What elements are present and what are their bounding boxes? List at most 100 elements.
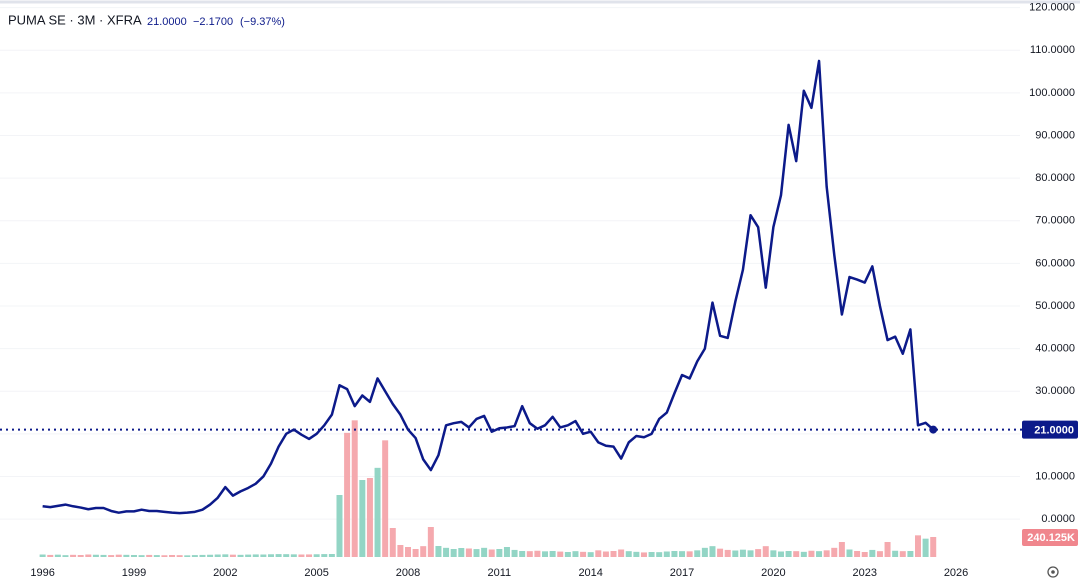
x-tick-label: 1999 — [122, 567, 146, 579]
volume-bar — [100, 554, 107, 557]
volume-bar — [709, 546, 716, 557]
volume-bar — [747, 550, 754, 557]
volume-bar — [39, 554, 46, 557]
volume-bar — [526, 551, 533, 557]
volume-bar — [511, 549, 518, 557]
volume-bar — [458, 548, 465, 557]
volume-bar — [435, 546, 442, 557]
volume-bar — [739, 549, 746, 557]
volume-bar — [496, 549, 503, 557]
volume-bar — [899, 551, 906, 557]
volume-bar — [290, 554, 297, 557]
volume-bar — [222, 554, 229, 557]
volume-bar — [252, 554, 259, 557]
volume-bar — [306, 554, 313, 557]
volume-bar — [861, 552, 868, 557]
volume-bar — [930, 536, 937, 557]
volume-bar — [397, 545, 404, 557]
volume-bar — [191, 555, 198, 557]
volume-bar — [694, 550, 701, 557]
volume-bar — [115, 554, 122, 557]
y-tick-label: 10.0000 — [1035, 470, 1075, 482]
volume-bar — [420, 546, 427, 557]
x-tick-label: 2017 — [670, 567, 694, 579]
volume-bar — [85, 554, 92, 557]
y-tick-label: 40.0000 — [1035, 343, 1075, 355]
volume-bar — [92, 554, 99, 557]
volume-bar — [572, 551, 579, 557]
volume-bar — [275, 554, 282, 557]
volume-bar — [199, 554, 206, 557]
volume-bar — [534, 550, 541, 557]
last-volume-badge — [1022, 528, 1078, 546]
volume-bar — [405, 547, 411, 557]
volume-bar — [328, 554, 335, 557]
volume-bar — [245, 554, 252, 557]
volume-bar — [207, 554, 214, 557]
volume-bar — [184, 555, 191, 557]
volume-bar — [595, 550, 602, 557]
settings-icon[interactable] — [1047, 566, 1059, 578]
header-change: −2.1700 — [193, 16, 233, 28]
volume-bar — [922, 538, 929, 557]
chart-title: PUMA SE · 3M · XFRA — [8, 12, 142, 27]
x-tick-label: 2026 — [944, 567, 968, 579]
volume-bar — [130, 555, 137, 557]
volume-bar — [549, 551, 556, 557]
volume-bar — [564, 552, 571, 557]
volume-bar — [503, 547, 510, 557]
volume-bar — [838, 542, 845, 557]
volume-bar — [656, 552, 663, 557]
volume-bar — [648, 552, 655, 557]
volume-bar — [283, 554, 290, 557]
volume-bar — [854, 551, 861, 557]
volume-bar — [344, 432, 351, 557]
last-point — [929, 425, 938, 434]
volume-bar — [47, 554, 54, 557]
volume-bar — [298, 554, 305, 557]
price-line — [42, 59, 935, 515]
volume-bar — [755, 549, 762, 557]
volume-bar — [671, 551, 678, 557]
volume-bar — [54, 554, 61, 557]
volume-bar — [793, 551, 800, 557]
volume-bar — [724, 549, 731, 557]
volume-bar — [138, 555, 145, 557]
volume-bar — [831, 547, 838, 557]
volume-bar — [214, 554, 221, 557]
volume-bar — [351, 420, 358, 557]
volume-bar — [427, 527, 434, 557]
header-last: 21.0000 — [147, 16, 187, 28]
volume-bar — [915, 535, 921, 557]
x-tick-label: 2005 — [304, 567, 328, 579]
last-volume-label: 240.125K — [1027, 532, 1075, 544]
volume-bar — [488, 549, 495, 557]
volume-bar — [717, 548, 724, 557]
x-tick-label: 2020 — [761, 567, 785, 579]
y-tick-label: 50.0000 — [1035, 300, 1075, 312]
last-price-badge — [1022, 420, 1078, 439]
x-tick-label: 2008 — [396, 567, 420, 579]
y-tick-label: 100.0000 — [1029, 87, 1075, 99]
x-tick-label: 2011 — [488, 567, 512, 579]
volume-bar — [237, 554, 244, 557]
y-tick-label: 90.0000 — [1035, 129, 1075, 141]
volume-bar — [869, 549, 876, 557]
volume-bar — [366, 478, 373, 557]
volume-bar — [70, 554, 77, 557]
y-tick-label: 80.0000 — [1035, 172, 1075, 184]
y-tick-label: 60.0000 — [1035, 257, 1075, 269]
volume-bar — [450, 549, 457, 557]
volume-bar — [123, 554, 130, 557]
volume-bar — [625, 551, 632, 557]
volume-bar — [519, 551, 526, 557]
volume-bar — [169, 555, 176, 557]
volume-bar — [443, 547, 450, 557]
y-tick-label: 110.0000 — [1030, 44, 1075, 56]
volume-bar — [907, 551, 914, 557]
volume-bar — [557, 551, 564, 557]
volume-bar — [481, 547, 488, 557]
volume-bar — [580, 551, 587, 557]
volume-bar — [176, 555, 183, 557]
volume-bar — [587, 552, 594, 557]
